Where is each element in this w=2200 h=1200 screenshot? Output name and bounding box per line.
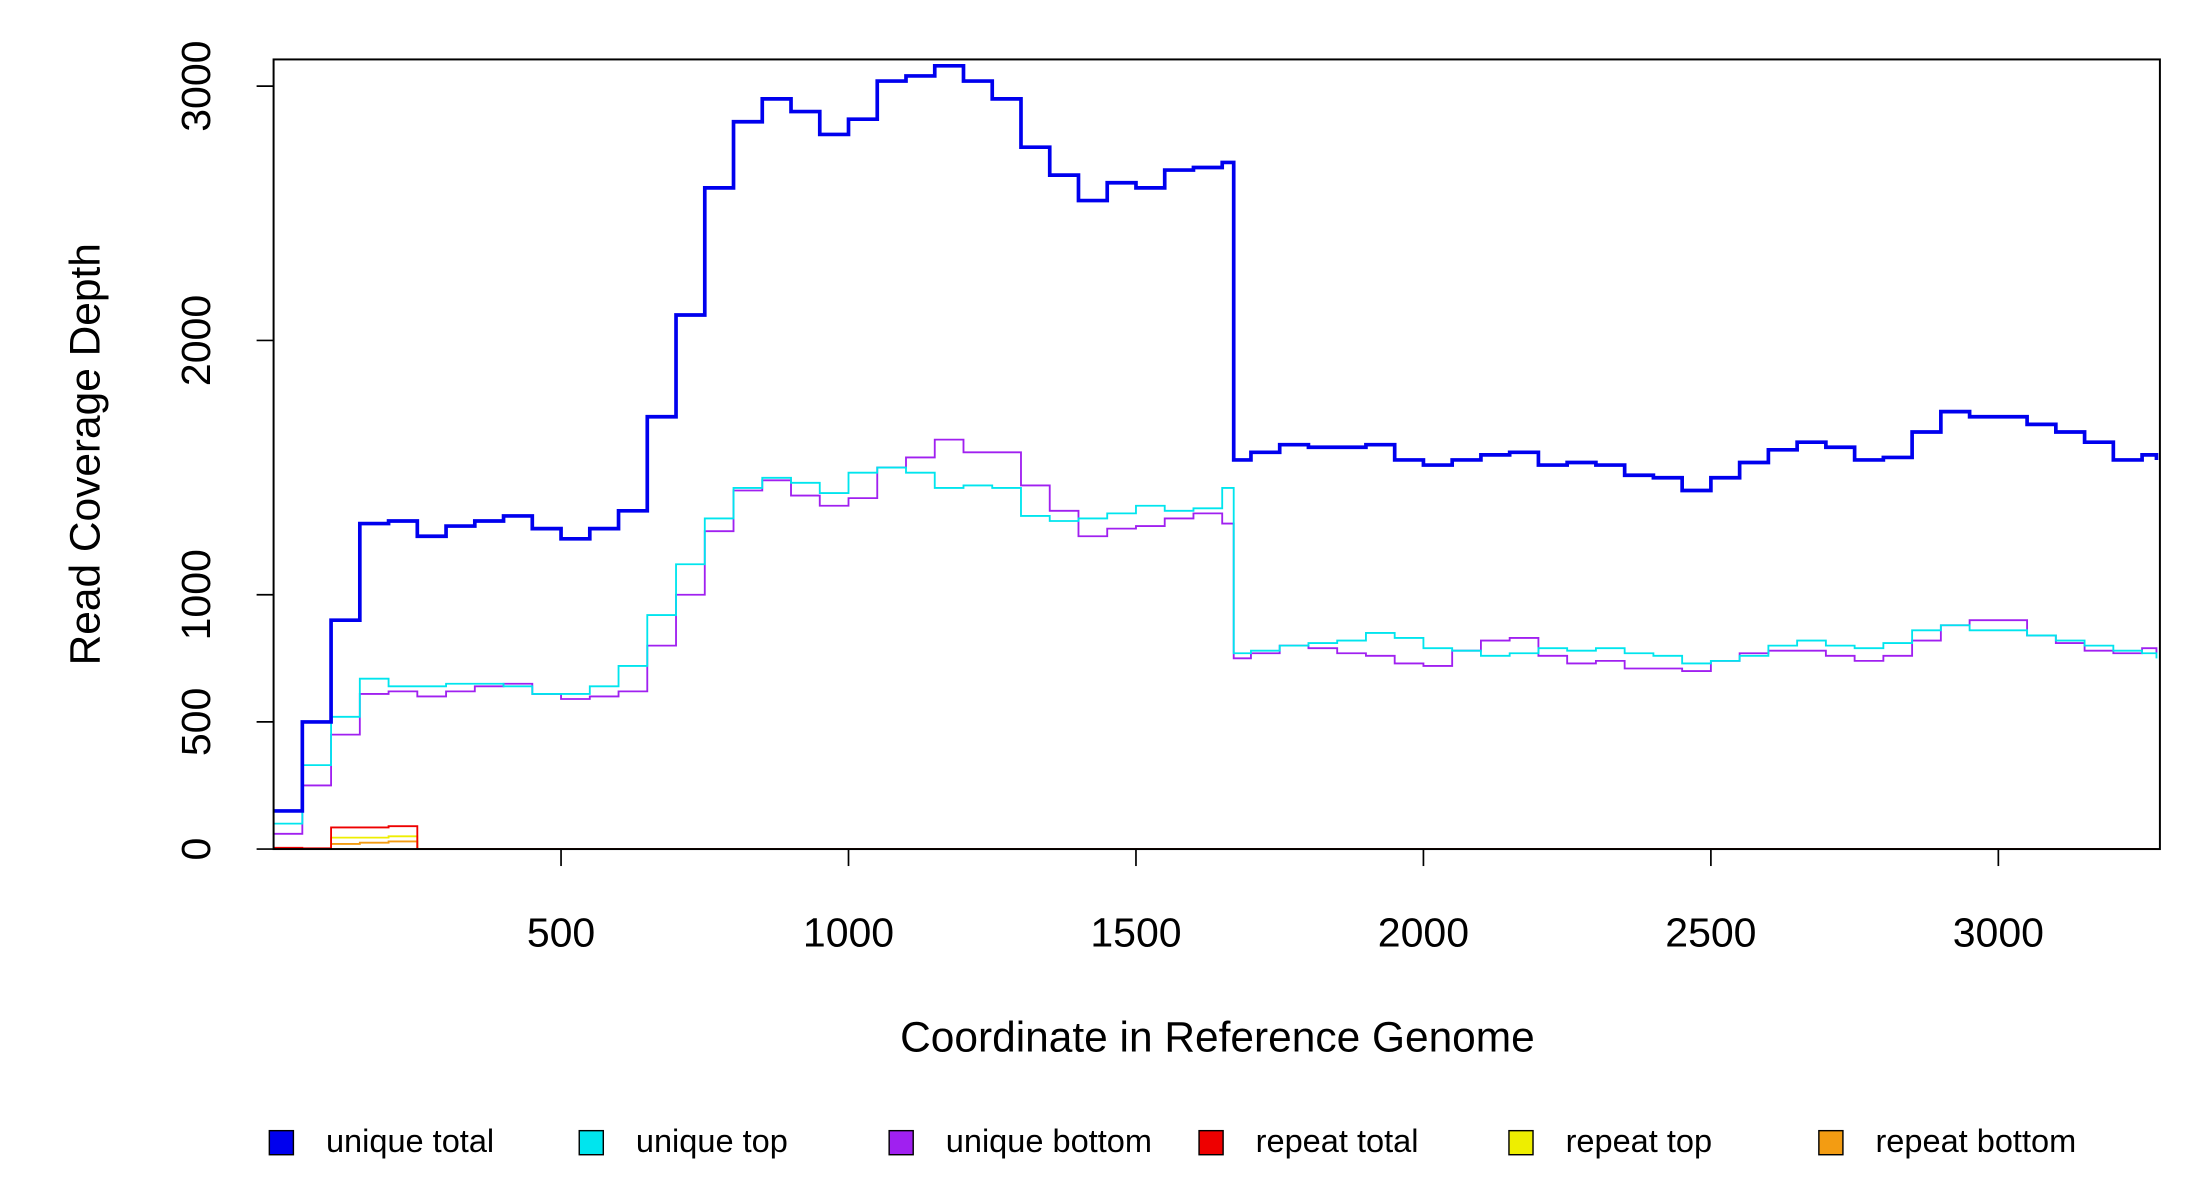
x-tick-label: 1500 bbox=[1090, 910, 1181, 956]
y-tick-label: 2000 bbox=[173, 295, 219, 386]
legend-swatch bbox=[268, 1129, 295, 1156]
x-tick-label: 3000 bbox=[1953, 910, 2044, 956]
x-axis-title: Coordinate in Reference Genome bbox=[900, 1013, 1535, 1060]
y-axis-title: Read Coverage Depth bbox=[61, 243, 108, 665]
y-tick-label: 1000 bbox=[173, 549, 219, 640]
series-line bbox=[273, 825, 2157, 850]
series-line bbox=[273, 840, 2157, 850]
legend-label: repeat bottom bbox=[1875, 1123, 2076, 1159]
legend-swatch bbox=[578, 1129, 605, 1156]
legend-label: repeat total bbox=[1256, 1123, 1419, 1159]
x-tick-label: 500 bbox=[527, 910, 595, 956]
legend-swatch bbox=[888, 1129, 914, 1156]
legend-label: unique top bbox=[636, 1123, 788, 1159]
legend-swatch bbox=[1508, 1129, 1534, 1156]
legend-label: unique bottom bbox=[946, 1123, 1152, 1159]
y-tick-label: 0 bbox=[173, 838, 219, 861]
legend-swatch bbox=[1198, 1129, 1224, 1156]
x-tick-label: 2000 bbox=[1378, 910, 1469, 956]
plot-frame bbox=[272, 58, 2161, 851]
y-tick-label: 500 bbox=[173, 688, 219, 756]
legend-label: repeat top bbox=[1566, 1123, 1713, 1159]
series-line bbox=[273, 63, 2159, 813]
x-tick-label: 2500 bbox=[1665, 910, 1756, 956]
series-line bbox=[273, 835, 2157, 850]
x-tick-label: 1000 bbox=[803, 910, 894, 956]
legend-swatch bbox=[1818, 1129, 1844, 1156]
legend-label: unique total bbox=[326, 1123, 494, 1159]
y-tick-label: 3000 bbox=[173, 41, 219, 132]
series-line bbox=[273, 466, 2158, 825]
series-line bbox=[273, 438, 2158, 835]
